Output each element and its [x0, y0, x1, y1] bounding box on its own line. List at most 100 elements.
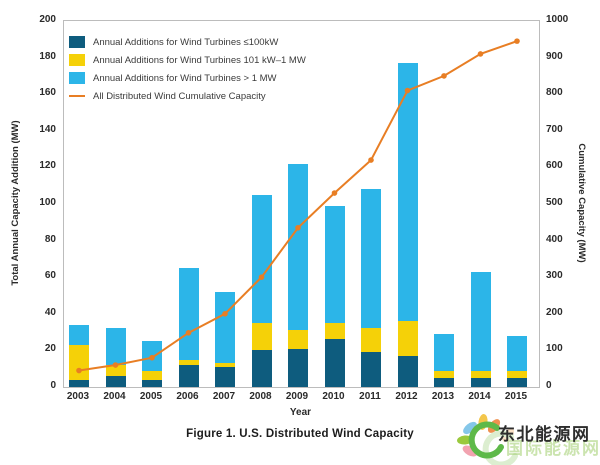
x-tick-2012: 2012: [395, 391, 418, 402]
bar-segment: [507, 335, 527, 371]
bar-2008: [251, 194, 272, 387]
y-right-tick: 1000: [546, 14, 569, 25]
line-marker: [76, 367, 82, 374]
bar-segment: [142, 379, 162, 387]
y-right-tick: 200: [546, 306, 563, 318]
line-marker: [514, 38, 520, 44]
line-marker: [222, 311, 228, 317]
bar-segment: [251, 194, 272, 323]
legend-label: All Distributed Wind Cumulative Capacity: [93, 90, 266, 102]
x-tick-2011: 2011: [359, 391, 381, 402]
legend-item: All Distributed Wind Cumulative Capacity: [69, 90, 306, 102]
bar-segment: [361, 328, 381, 353]
bar-segment: [397, 355, 418, 387]
legend-label: Annual Additions for Wind Turbines ≤100k…: [93, 36, 279, 48]
y-left-tick: 0: [50, 380, 56, 391]
bar-2015: [507, 335, 527, 387]
x-tick-2006: 2006: [176, 391, 199, 402]
line-marker: [185, 330, 192, 336]
legend-item: Annual Additions for Wind Turbines 101 k…: [69, 54, 306, 66]
bar-segment: [105, 365, 126, 377]
legend-color-swatch: [69, 36, 85, 48]
bar-2012: [397, 63, 418, 387]
line-marker: [112, 362, 119, 368]
plot-area: Annual Additions for Wind Turbines ≤100k…: [63, 20, 540, 388]
line-marker: [258, 274, 265, 280]
x-tick-2005: 2005: [139, 391, 163, 402]
bar-2004: [105, 328, 126, 387]
bar-segment: [215, 363, 235, 367]
x-tick-2007: 2007: [212, 391, 236, 402]
bar-segment: [507, 377, 527, 387]
bar-segment: [69, 344, 89, 380]
y-left-tick: 20: [44, 343, 56, 355]
y-right-tick: 800: [546, 87, 563, 99]
bar-segment: [142, 370, 162, 380]
line-marker: [368, 157, 374, 163]
bar-segment: [69, 379, 89, 387]
bar-segment: [507, 370, 527, 378]
y-right-tick: 400: [546, 233, 563, 245]
legend-item: Annual Additions for Wind Turbines > 1 M…: [69, 72, 306, 84]
y-right-tick: 700: [546, 123, 563, 135]
bar-segment: [251, 350, 272, 387]
legend: Annual Additions for Wind Turbines ≤100k…: [69, 36, 306, 102]
bar-segment: [434, 370, 454, 378]
y-left-tick: 40: [44, 306, 56, 318]
x-tick-2003: 2003: [66, 391, 90, 402]
line-marker: [477, 51, 484, 57]
y-right-tick: 300: [546, 270, 563, 282]
y-right-tick: 500: [546, 197, 563, 208]
bar-segment: [361, 189, 381, 329]
bar-segment: [105, 376, 126, 387]
y-right-tick: 900: [546, 50, 563, 62]
y-right-tick: 0: [546, 380, 552, 391]
wind-capacity-chart: Total Annual Capacity Addition (MW) Cumu…: [10, 14, 587, 418]
bar-2003: [69, 324, 89, 387]
bar-2011: [361, 189, 381, 387]
bar-segment: [215, 366, 235, 387]
bar-segment: [361, 352, 381, 387]
bar-segment: [470, 377, 491, 387]
legend-color-swatch: [69, 72, 85, 84]
x-tick-2010: 2010: [322, 391, 345, 402]
bar-segment: [397, 63, 418, 322]
line-marker: [295, 224, 301, 231]
cumulative-capacity-line: [76, 38, 520, 374]
x-tick-2014: 2014: [468, 391, 491, 402]
bar-2014: [470, 271, 491, 387]
x-tick-2015: 2015: [504, 391, 528, 402]
y-left-tick: 160: [39, 87, 56, 99]
bar-2010: [324, 205, 345, 387]
watermark-text: 东北能源网: [498, 425, 591, 444]
y-left-tick: 200: [39, 14, 56, 25]
y-left-tick: 140: [39, 123, 56, 135]
x-tick-2004: 2004: [103, 391, 126, 402]
bar-segment: [324, 205, 345, 323]
bar-segment: [178, 359, 199, 366]
bar-segment: [324, 339, 345, 387]
bar-segment: [324, 322, 345, 340]
legend-item: Annual Additions for Wind Turbines ≤100k…: [69, 36, 306, 48]
bar-segment: [288, 330, 308, 349]
y-left-tick: 180: [39, 50, 56, 62]
bar-segment: [397, 321, 418, 356]
y-right-tick: 600: [546, 160, 563, 172]
legend-label: Annual Additions for Wind Turbines 101 k…: [93, 54, 306, 66]
flower-logo-icon: [457, 414, 518, 465]
y-left-tick: 60: [44, 270, 56, 282]
legend-label: Annual Additions for Wind Turbines > 1 M…: [93, 72, 277, 84]
y-left-tick: 100: [39, 197, 56, 208]
y-left-tick: 80: [44, 233, 56, 245]
bar-segment: [251, 322, 272, 351]
bar-2006: [178, 268, 199, 387]
y-left-tick: 120: [39, 160, 56, 172]
bar-segment: [434, 377, 454, 387]
figure-caption: Figure 1. U.S. Distributed Wind Capacity: [186, 428, 414, 440]
line-marker: [331, 190, 338, 196]
x-tick-2009: 2009: [285, 391, 309, 402]
bar-2009: [288, 163, 308, 387]
bar-segment: [434, 333, 454, 371]
bar-segment: [178, 365, 199, 387]
